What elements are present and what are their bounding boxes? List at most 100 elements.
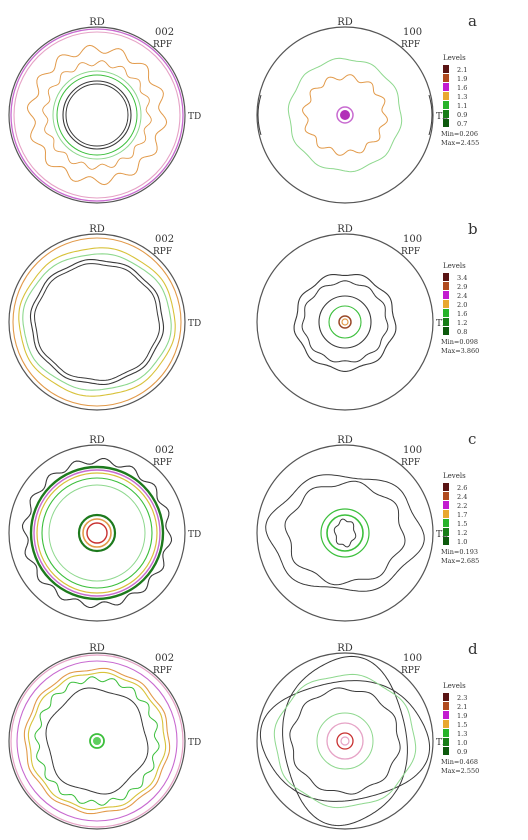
contour-line (336, 732, 354, 750)
contour-line (45, 687, 149, 795)
legend-min: Min=0.468 (441, 758, 478, 766)
contour-line (318, 295, 372, 349)
legend: Levels 2.32.11.91.51.31.00.9 Min=0.468Max=… (441, 682, 479, 775)
pole-figure-002: RD TD 002 RPF (8, 435, 201, 622)
legend-swatch (443, 501, 449, 509)
rd-label: RD (89, 435, 105, 446)
contour-line (16, 660, 178, 822)
legend-swatch (443, 483, 449, 491)
pole-figure-outline (256, 26, 434, 204)
rpf-label: RPF (401, 458, 420, 468)
legend-swatch (443, 119, 449, 127)
rd-label: RD (337, 224, 353, 235)
panel-letter: b (468, 220, 478, 238)
rd-label: RD (89, 643, 105, 654)
td-label: TD (436, 530, 449, 540)
pole-figure-100: RD TD 100 RPF (256, 435, 449, 622)
contour-line (56, 74, 138, 156)
contour-line (77, 513, 117, 553)
contour-line (12, 237, 182, 407)
legend-swatch (443, 110, 449, 118)
contour-line (257, 94, 262, 136)
panel-letter: d (468, 640, 478, 658)
legend-min: Min=0.206 (441, 130, 478, 138)
legend-level-value: 2.3 (457, 694, 467, 702)
contour-line (284, 480, 406, 586)
legend-swatch (443, 729, 449, 737)
pole-figure-002: RD TD 002 RPF (8, 643, 201, 830)
legend-title: Levels (443, 682, 466, 690)
plane-label: 002 (155, 653, 174, 664)
legend-max: Max=3.860 (441, 347, 479, 355)
legend-swatch (443, 693, 449, 701)
legend-level-value: 2.1 (457, 66, 467, 74)
panel-letter: a (468, 12, 477, 30)
legend-level-value: 2.9 (457, 283, 467, 291)
legend-level-value: 2.4 (457, 493, 467, 501)
legend-swatch (443, 291, 449, 299)
contour-line (265, 474, 425, 592)
legend-swatch (443, 282, 449, 290)
contour-line (333, 518, 357, 548)
td-label: TD (436, 738, 449, 748)
panel-d: RDTD002RPFRDTD100RPFdLevels2.32.11.91.51… (8, 640, 479, 830)
legend-level-value: 1.5 (457, 721, 467, 729)
pole-figure-100: RD TD 100 RPF (256, 643, 449, 830)
legend-swatch (443, 747, 449, 755)
legend: Levels 2.62.42.21.71.51.21.0 Min=0.193Max=… (441, 472, 479, 565)
contour-line (301, 280, 389, 363)
contour-line (42, 60, 152, 170)
pole-figure-outline (256, 444, 434, 622)
rpf-label: RPF (401, 40, 420, 50)
rd-label: RD (337, 435, 353, 446)
contour-line (10, 654, 184, 828)
legend-level-value: 1.0 (457, 538, 467, 546)
contour-line (86, 522, 108, 544)
td-label: TD (436, 319, 449, 329)
legend-level-value: 1.9 (457, 712, 467, 720)
rpf-label: RPF (401, 666, 420, 676)
panel-b: RDTD002RPFRDTD100RPFbLevels3.42.92.42.01… (8, 220, 479, 411)
legend-level-value: 1.3 (457, 93, 467, 101)
contour-line (29, 465, 165, 601)
contour-line (316, 712, 374, 770)
legend-swatch (443, 327, 449, 335)
legend-level-value: 1.5 (457, 520, 467, 528)
contour-line (27, 671, 167, 811)
pole-figure-100: RD TD 100 RPF (256, 224, 449, 411)
contour-line (13, 31, 181, 199)
contour-line (10, 28, 184, 202)
rpf-label: RPF (153, 40, 172, 50)
contour-line (65, 83, 129, 147)
legend-level-value: 0.9 (457, 111, 467, 119)
contour-line (33, 469, 161, 597)
legend-swatch (443, 519, 449, 527)
pole-maximum (93, 737, 101, 745)
td-label: TD (188, 738, 201, 748)
td-label: TD (188, 112, 201, 122)
td-label: TD (188, 530, 201, 540)
legend-max: Max=2.455 (441, 139, 479, 147)
rd-label: RD (337, 17, 353, 28)
pole-figure-002: RD TD 002 RPF (8, 224, 201, 411)
contour-line (18, 247, 176, 397)
plane-label: 100 (403, 27, 422, 38)
contour-line (326, 514, 364, 552)
contour-line (41, 477, 153, 589)
contour-line (62, 80, 132, 150)
contour-line (341, 318, 349, 326)
pole-figure-outline (256, 652, 434, 830)
td-label: TD (436, 112, 449, 122)
legend-level-value: 1.7 (457, 511, 467, 519)
legend-swatch (443, 492, 449, 500)
contour-line (326, 722, 364, 760)
legend-min: Min=0.193 (441, 548, 478, 556)
legend-title: Levels (443, 472, 466, 480)
pole-figure-outline (8, 444, 186, 622)
legend-level-value: 2.1 (457, 703, 467, 711)
contour-line (320, 508, 370, 558)
legend-swatch (443, 273, 449, 281)
legend-title: Levels (443, 54, 466, 62)
pole-figure-outline (256, 233, 434, 411)
